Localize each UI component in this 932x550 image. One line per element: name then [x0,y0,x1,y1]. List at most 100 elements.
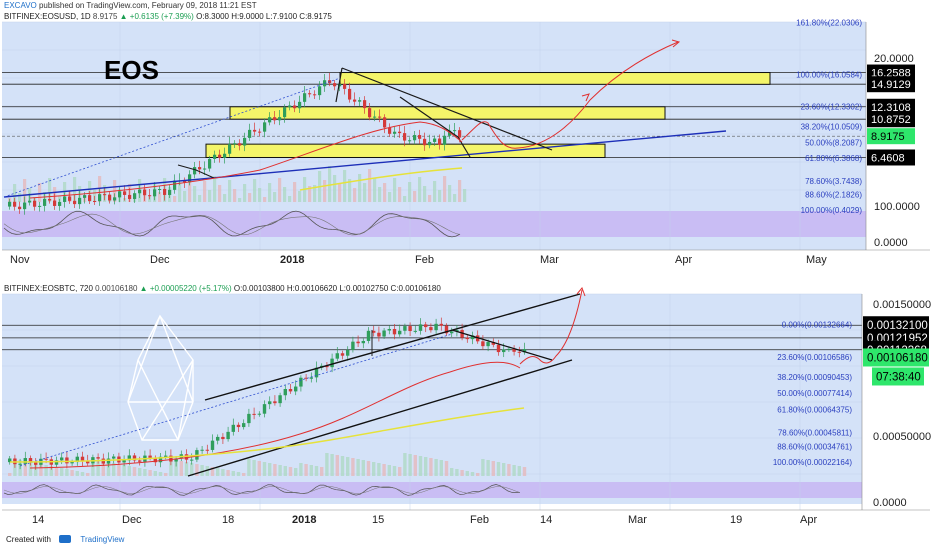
top-candle [338,84,342,87]
bottom-volume-bar [44,465,48,476]
bottom-candle [86,461,90,464]
top-volume-bar [418,177,422,202]
top-candles [8,73,462,215]
eos-logo-icon [127,314,194,441]
bottom-axis-label: 0.00050000 [873,431,931,443]
tradingview-link[interactable]: TradingView [80,535,125,544]
top-volume-bar [173,196,177,202]
bottom-volume-bar [231,471,235,476]
top-volume-bar [448,185,452,202]
bottom-volume-bar [392,466,397,476]
bottom-candle [236,424,241,428]
bottom-candle [486,342,490,347]
bottom-volume-bar [299,463,303,476]
top-x-axis: Nov Dec 2018 Feb Mar Apr May [10,254,827,266]
bottom-volume-bar [257,461,261,476]
bottom-candle [444,325,449,334]
bottom-candle [96,457,100,459]
top-blue-trendline [3,130,727,198]
bottom-volume-bar [444,461,449,476]
top-candle [108,194,112,201]
bottom-low: L:0.00102750 [339,284,389,293]
top-volume-bar [413,191,417,202]
top-candle [228,144,232,154]
bottom-candle [226,431,230,440]
bottom-candle [450,331,454,334]
bottom-x-tick-label: 18 [222,514,234,526]
top-volume-bar [208,190,212,202]
bottom-volume-bar [268,463,272,476]
bottom-volume-bar [398,467,402,476]
top-volume-bar [308,186,312,202]
top-x-tick-label: Apr [675,254,692,266]
bottom-candle [190,459,194,461]
top-candle [368,108,372,118]
bottom-candle [257,413,261,415]
top-volume-bar [13,184,17,202]
bottom-candle [273,401,277,404]
top-symbol[interactable]: BITFINEX:EOSUSD, 1D [4,12,91,21]
bottom-volume-bar [138,468,142,476]
top-candle [163,188,167,195]
top-candle [273,117,277,121]
bottom-candle [138,460,142,462]
top-change: +0.6135 (+7.39%) [129,12,194,21]
top-candle [343,84,347,89]
top-volume-bar [253,179,257,202]
bottom-volume-bar [325,453,329,476]
bottom-open: O:0.00103800 [233,284,285,293]
top-volume-bar [328,166,332,202]
bottom-candle [216,436,220,441]
bottom-candle [382,330,386,337]
bottom-volume-bar [65,469,69,476]
top-candle [388,127,392,134]
top-volume-bar [158,192,162,202]
bottom-candle [174,458,178,462]
top-osc-signal [3,213,461,236]
top-candle [303,93,307,102]
bottom-candle [8,458,12,463]
top-candle [103,194,107,196]
top-volume-bar [423,186,427,202]
author-link[interactable]: EXCAVO [4,1,37,10]
top-price-box-label: 6.4608 [871,152,905,164]
bottom-fib-label: 78.60%(0.00045811) [778,429,852,438]
top-axis-label: 100.0000 [874,201,920,213]
publish-header: EXCAVO published on TradingView.com, Feb… [4,1,257,11]
bottom-volume-bar [252,460,256,476]
bottom-volume-bar [236,472,241,476]
top-candle [203,168,207,170]
bottom-candle [112,456,116,459]
top-x-tick-label: Nov [10,254,30,266]
bottom-price-box-label: 0.00106180 [867,352,928,364]
top-volume-bar [38,183,42,202]
top-volume-bar [358,174,362,202]
bottom-symbol[interactable]: BITFINEX:EOSBTC, 720 [4,284,93,293]
bottom-osc-signal [3,486,521,494]
top-volume-bar [353,188,357,202]
top-candle [443,135,447,145]
top-volume-bar [343,170,347,202]
top-candle [63,196,67,202]
top-projection-arrow-icon [671,39,681,48]
bottom-candle [366,330,371,341]
bottom-volume-bar [502,463,506,476]
top-volume-bar [288,196,292,202]
bottom-volume-bar [387,465,391,476]
bottom-volume-bar [75,471,79,476]
top-oscillator [3,210,461,238]
bottom-volume-bar [366,461,371,476]
bottom-x-tick-label: Mar [628,514,647,526]
bottom-volume-bar [491,461,495,476]
bottom-fib-label: 38.20%(0.00090453) [777,373,852,382]
bottom-volume-bar [470,472,475,476]
bottom-volume-bar [179,461,183,476]
bottom-candle [439,323,443,326]
bottom-volume-bar [23,461,27,476]
bottom-close: C:0.00106180 [390,284,441,293]
top-candle [198,167,202,170]
bottom-candle [351,341,355,350]
bottom-candle [252,413,256,415]
bottom-candle [148,455,152,458]
